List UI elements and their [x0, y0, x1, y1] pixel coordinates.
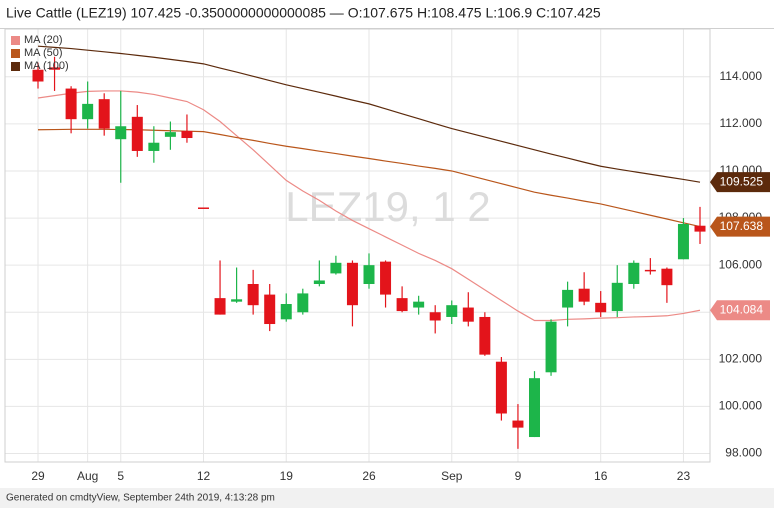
legend-label: MA (50)	[24, 47, 63, 59]
candle-body	[661, 268, 673, 286]
legend-label: MA (100)	[24, 60, 69, 72]
x-tick-label: 12	[197, 469, 211, 483]
candle-body	[280, 304, 292, 320]
legend-swatch	[11, 49, 20, 58]
candle-body	[595, 302, 607, 313]
candle-body	[396, 298, 408, 312]
candle-body	[181, 130, 193, 139]
y-tick-label: 106.000	[719, 257, 763, 271]
candle-body	[479, 316, 491, 355]
header-bg	[0, 0, 774, 28]
candle-body	[148, 142, 160, 151]
candle-body	[82, 103, 94, 120]
candle-body	[644, 269, 656, 272]
grid	[5, 29, 710, 462]
candle-body	[611, 282, 623, 312]
candle-body	[545, 321, 557, 373]
x-tick-label: 9	[515, 469, 522, 483]
chart-title: Live Cattle (LEZ19) 107.425 -0.350000000…	[6, 5, 601, 21]
x-tick-label: Sep	[441, 469, 463, 483]
candle-body	[247, 283, 259, 306]
candle-body	[562, 289, 574, 308]
plot	[32, 45, 706, 449]
x-tick-label: 29	[31, 469, 45, 483]
price-tag-label: 107.638	[720, 219, 764, 233]
candle-body	[429, 312, 441, 321]
ma-line	[37, 45, 701, 183]
candle-body	[628, 262, 640, 284]
price-tag	[710, 216, 770, 237]
x-tick-label: 26	[362, 469, 376, 483]
watermark: LEZ19, 1 2	[285, 183, 490, 230]
price-tag	[710, 172, 770, 193]
candle-body	[578, 288, 590, 302]
legend-swatch	[11, 62, 20, 71]
price-tag	[710, 300, 770, 321]
candle-body	[214, 298, 226, 315]
candle-body	[164, 132, 176, 137]
x-tick-label: 19	[280, 469, 294, 483]
footer: Generated on cmdtyView, September 24th 2…	[6, 493, 275, 504]
candle-body	[313, 280, 325, 284]
legend-swatch	[11, 36, 20, 45]
y-tick-label: 98.000	[725, 446, 762, 460]
candle-body	[694, 225, 706, 232]
candle-body	[49, 67, 61, 70]
y-tick-label: 100.000	[719, 399, 763, 413]
ma-line	[37, 128, 701, 228]
candle-body	[297, 293, 309, 313]
candle-body	[446, 305, 458, 317]
ma-line	[37, 90, 701, 322]
candle-body	[32, 69, 44, 82]
candle-body	[346, 262, 358, 306]
candle-body	[131, 116, 143, 151]
candle-body	[413, 301, 425, 308]
x-tick-label: 23	[677, 469, 691, 483]
price-tag-label: 109.525	[720, 174, 764, 188]
candle-body	[198, 207, 209, 209]
footer-bg	[0, 488, 774, 508]
candle-body	[115, 126, 127, 140]
candle-body	[495, 361, 507, 414]
price-tag-label: 104.084	[720, 302, 764, 316]
legend-label: MA (20)	[24, 34, 63, 46]
x-tick-label: 16	[594, 469, 608, 483]
candle-body	[264, 294, 276, 325]
y-tick-label: 112.000	[720, 116, 763, 130]
x-tick-label: 5	[117, 469, 124, 483]
candle-body	[65, 88, 77, 120]
candle-body	[677, 223, 689, 260]
y-tick-label: 102.000	[719, 352, 763, 366]
candle-body	[512, 420, 524, 428]
candle-body	[231, 299, 243, 302]
plot-border	[4, 28, 711, 463]
candle-body	[363, 265, 375, 284]
candle-body	[462, 307, 474, 322]
candle-body	[330, 262, 342, 274]
candle-body	[380, 261, 392, 295]
candle-body	[529, 378, 540, 438]
candle-body	[98, 99, 110, 129]
x-tick-label: Aug	[77, 469, 98, 483]
y-tick-label: 114.000	[720, 69, 763, 83]
